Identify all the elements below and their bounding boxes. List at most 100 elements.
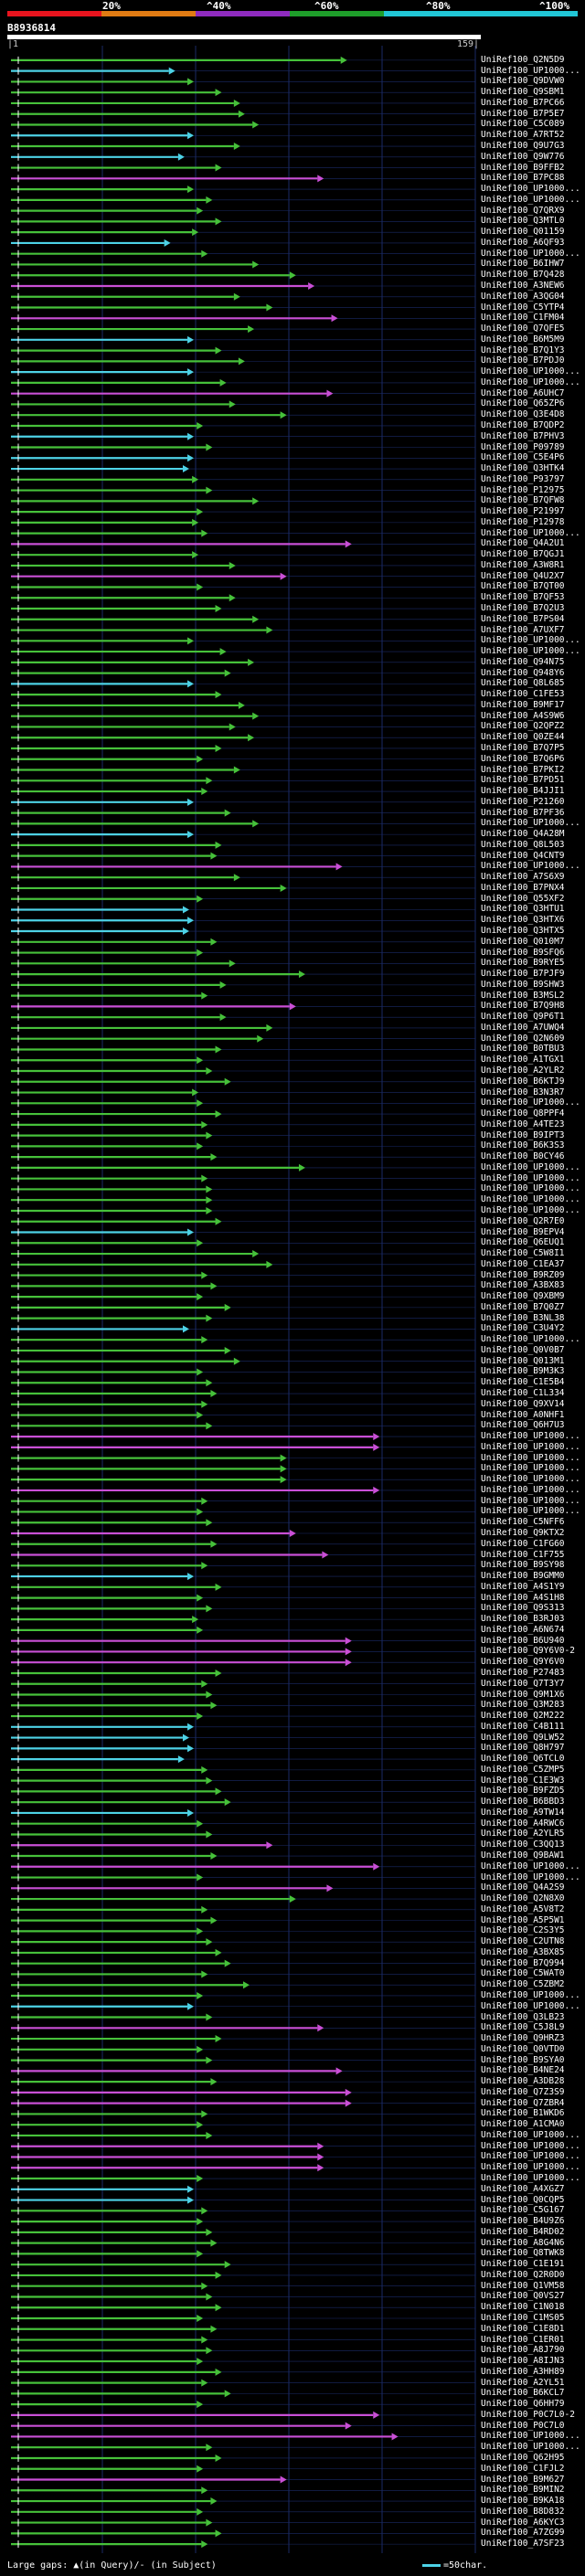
- hit-label[interactable]: UniRef100_C1L334: [481, 1388, 565, 1399]
- hit-label[interactable]: UniRef100_UP1000...: [481, 1194, 580, 1205]
- hit-label[interactable]: UniRef100_A7SF23: [481, 2539, 565, 2549]
- hit-label[interactable]: UniRef100_C5G167: [481, 2205, 565, 2216]
- hit-label[interactable]: UniRef100_B7PHV3: [481, 430, 565, 441]
- hit-label[interactable]: UniRef100_C1E5B4: [481, 1377, 565, 1388]
- hit-label[interactable]: UniRef100_A6UHC7: [481, 387, 565, 398]
- hit-label[interactable]: UniRef100_UP1000...: [481, 1989, 580, 2000]
- hit-label[interactable]: UniRef100_UP1000...: [481, 2140, 580, 2151]
- hit-label[interactable]: UniRef100_B9SY98: [481, 1560, 565, 1571]
- hit-label[interactable]: UniRef100_B9SHW3: [481, 979, 565, 990]
- hit-label[interactable]: UniRef100_B3NL38: [481, 1312, 565, 1323]
- hit-label[interactable]: UniRef100_B9FFB2: [481, 162, 565, 173]
- hit-label[interactable]: UniRef100_B9MF17: [481, 699, 565, 710]
- hit-label[interactable]: UniRef100_Q9HRZ3: [481, 2033, 565, 2044]
- hit-label[interactable]: UniRef100_Q9KTX2: [481, 1527, 565, 1538]
- hit-label[interactable]: UniRef100_B3N3R7: [481, 1087, 565, 1097]
- hit-label[interactable]: UniRef100_UP1000...: [481, 1441, 580, 1452]
- hit-label[interactable]: UniRef100_C1F755: [481, 1549, 565, 1560]
- hit-label[interactable]: UniRef100_UP1000...: [481, 1334, 580, 1345]
- hit-label[interactable]: UniRef100_C1FJL2: [481, 2463, 565, 2474]
- hit-label[interactable]: UniRef100_P0C7L0-2: [481, 2409, 575, 2420]
- hit-label[interactable]: UniRef100_Q3HTX5: [481, 926, 565, 937]
- hit-label[interactable]: UniRef100_UP1000...: [481, 1172, 580, 1183]
- hit-label[interactable]: UniRef100_B7PJF9: [481, 969, 565, 980]
- hit-label[interactable]: UniRef100_Q3MTL0: [481, 216, 565, 227]
- hit-label[interactable]: UniRef100_Q01159: [481, 227, 565, 238]
- hit-label[interactable]: UniRef100_UP1000...: [481, 1183, 580, 1194]
- hit-label[interactable]: UniRef100_Q2N5D9: [481, 54, 565, 65]
- hit-label[interactable]: UniRef100_B9EPV4: [481, 1226, 565, 1237]
- hit-label[interactable]: UniRef100_C5W8I1: [481, 1248, 565, 1259]
- hit-label[interactable]: UniRef100_B7PNX4: [481, 882, 565, 893]
- hit-label[interactable]: UniRef100_C1ER01: [481, 2334, 565, 2345]
- hit-label[interactable]: UniRef100_A1TGX1: [481, 1055, 565, 1065]
- hit-label[interactable]: UniRef100_Q9S313: [481, 1603, 565, 1614]
- hit-label[interactable]: UniRef100_C1FM04: [481, 313, 565, 323]
- hit-label[interactable]: UniRef100_B4NE24: [481, 2065, 565, 2076]
- hit-label[interactable]: UniRef100_B9GMM0: [481, 1571, 565, 1582]
- hit-label[interactable]: UniRef100_Q1VM58: [481, 2280, 565, 2291]
- hit-label[interactable]: UniRef100_B6U940: [481, 1635, 565, 1646]
- hit-label[interactable]: UniRef100_B9FZD5: [481, 1786, 565, 1797]
- hit-label[interactable]: UniRef100_Q0VS27: [481, 2291, 565, 2302]
- hit-label[interactable]: UniRef100_Q4U2X7: [481, 570, 565, 581]
- hit-label[interactable]: UniRef100_UP1000...: [481, 2000, 580, 2011]
- hit-label[interactable]: UniRef100_Q4CNT9: [481, 850, 565, 861]
- hit-label[interactable]: UniRef100_B7PF36: [481, 807, 565, 818]
- hit-label[interactable]: UniRef100_UP1000...: [481, 1495, 580, 1506]
- hit-label[interactable]: UniRef100_B9MIN2: [481, 2485, 565, 2496]
- hit-label[interactable]: UniRef100_UP1000...: [481, 1431, 580, 1442]
- hit-label[interactable]: UniRef100_A5V8T2: [481, 1903, 565, 1914]
- hit-label[interactable]: UniRef100_UP1000...: [481, 366, 580, 377]
- hit-label[interactable]: UniRef100_C5WAT0: [481, 1968, 565, 1979]
- hit-label[interactable]: UniRef100_B0CY46: [481, 1151, 565, 1162]
- hit-label[interactable]: UniRef100_P09789: [481, 441, 565, 452]
- hit-label[interactable]: UniRef100_Q9W776: [481, 151, 565, 162]
- hit-label[interactable]: UniRef100_A9TW14: [481, 1807, 565, 1818]
- hit-label[interactable]: UniRef100_Q2QPZ2: [481, 721, 565, 732]
- hit-label[interactable]: UniRef100_UP1000...: [481, 1097, 580, 1108]
- hit-label[interactable]: UniRef100_Q4A28M: [481, 829, 565, 840]
- hit-label[interactable]: UniRef100_B7Q0Z7: [481, 1301, 565, 1312]
- hit-label[interactable]: UniRef100_B7QT00: [481, 581, 565, 592]
- hit-label[interactable]: UniRef100_B7QFW8: [481, 495, 565, 506]
- hit-label[interactable]: UniRef100_B6M5M9: [481, 334, 565, 345]
- hit-label[interactable]: UniRef100_A3HH89: [481, 2366, 565, 2377]
- hit-label[interactable]: UniRef100_A1CMA0: [481, 2119, 565, 2130]
- hit-label[interactable]: UniRef100_Q55XF2: [481, 893, 565, 904]
- hit-label[interactable]: UniRef100_B9KA18: [481, 2496, 565, 2507]
- hit-label[interactable]: UniRef100_B6IHW7: [481, 259, 565, 270]
- hit-label[interactable]: UniRef100_A5P5W1: [481, 1914, 565, 1925]
- hit-label[interactable]: UniRef100_Q8PPF4: [481, 1108, 565, 1119]
- hit-label[interactable]: UniRef100_B9M627: [481, 2474, 565, 2485]
- hit-label[interactable]: UniRef100_Q8H797: [481, 1743, 565, 1754]
- hit-label[interactable]: UniRef100_A3W8R1: [481, 559, 565, 570]
- hit-label[interactable]: UniRef100_Q7QFE5: [481, 323, 565, 334]
- hit-label[interactable]: UniRef100_B9IPT3: [481, 1129, 565, 1140]
- hit-label[interactable]: UniRef100_Q3LB23: [481, 2011, 565, 2022]
- hit-label[interactable]: UniRef100_UP1000...: [481, 1484, 580, 1495]
- hit-label[interactable]: UniRef100_P27483: [481, 1667, 565, 1678]
- hit-label[interactable]: UniRef100_C5ZBM2: [481, 1979, 565, 1990]
- hit-label[interactable]: UniRef100_A3DB28: [481, 2076, 565, 2087]
- hit-label[interactable]: UniRef100_Q7T3Y7: [481, 1678, 565, 1689]
- hit-label[interactable]: UniRef100_C1E8D1: [481, 2323, 565, 2334]
- hit-label[interactable]: UniRef100_A7S6X9: [481, 872, 565, 883]
- hit-label[interactable]: UniRef100_Q9M1X6: [481, 1689, 565, 1700]
- hit-label[interactable]: UniRef100_A6QF93: [481, 237, 565, 248]
- hit-label[interactable]: UniRef100_Q8L503: [481, 839, 565, 850]
- hit-label[interactable]: UniRef100_UP1000...: [481, 1860, 580, 1871]
- hit-label[interactable]: UniRef100_B7Q2U3: [481, 603, 565, 613]
- hit-label[interactable]: UniRef100_UP1000...: [481, 818, 580, 829]
- hit-label[interactable]: UniRef100_UP1000...: [481, 1506, 580, 1517]
- hit-label[interactable]: UniRef100_B7QF53: [481, 592, 565, 603]
- hit-label[interactable]: UniRef100_A7UWQ4: [481, 1022, 565, 1033]
- hit-label[interactable]: UniRef100_B7Q6P6: [481, 753, 565, 764]
- hit-label[interactable]: UniRef100_C1FE53: [481, 689, 565, 700]
- hit-label[interactable]: UniRef100_B7P5E7: [481, 108, 565, 119]
- hit-label[interactable]: UniRef100_C1N018: [481, 2302, 565, 2313]
- hit-label[interactable]: UniRef100_C4B111: [481, 1721, 565, 1732]
- hit-label[interactable]: UniRef100_UP1000...: [481, 2151, 580, 2162]
- hit-label[interactable]: UniRef100_Q2R7E0: [481, 1215, 565, 1226]
- hit-label[interactable]: UniRef100_UP1000...: [481, 376, 580, 387]
